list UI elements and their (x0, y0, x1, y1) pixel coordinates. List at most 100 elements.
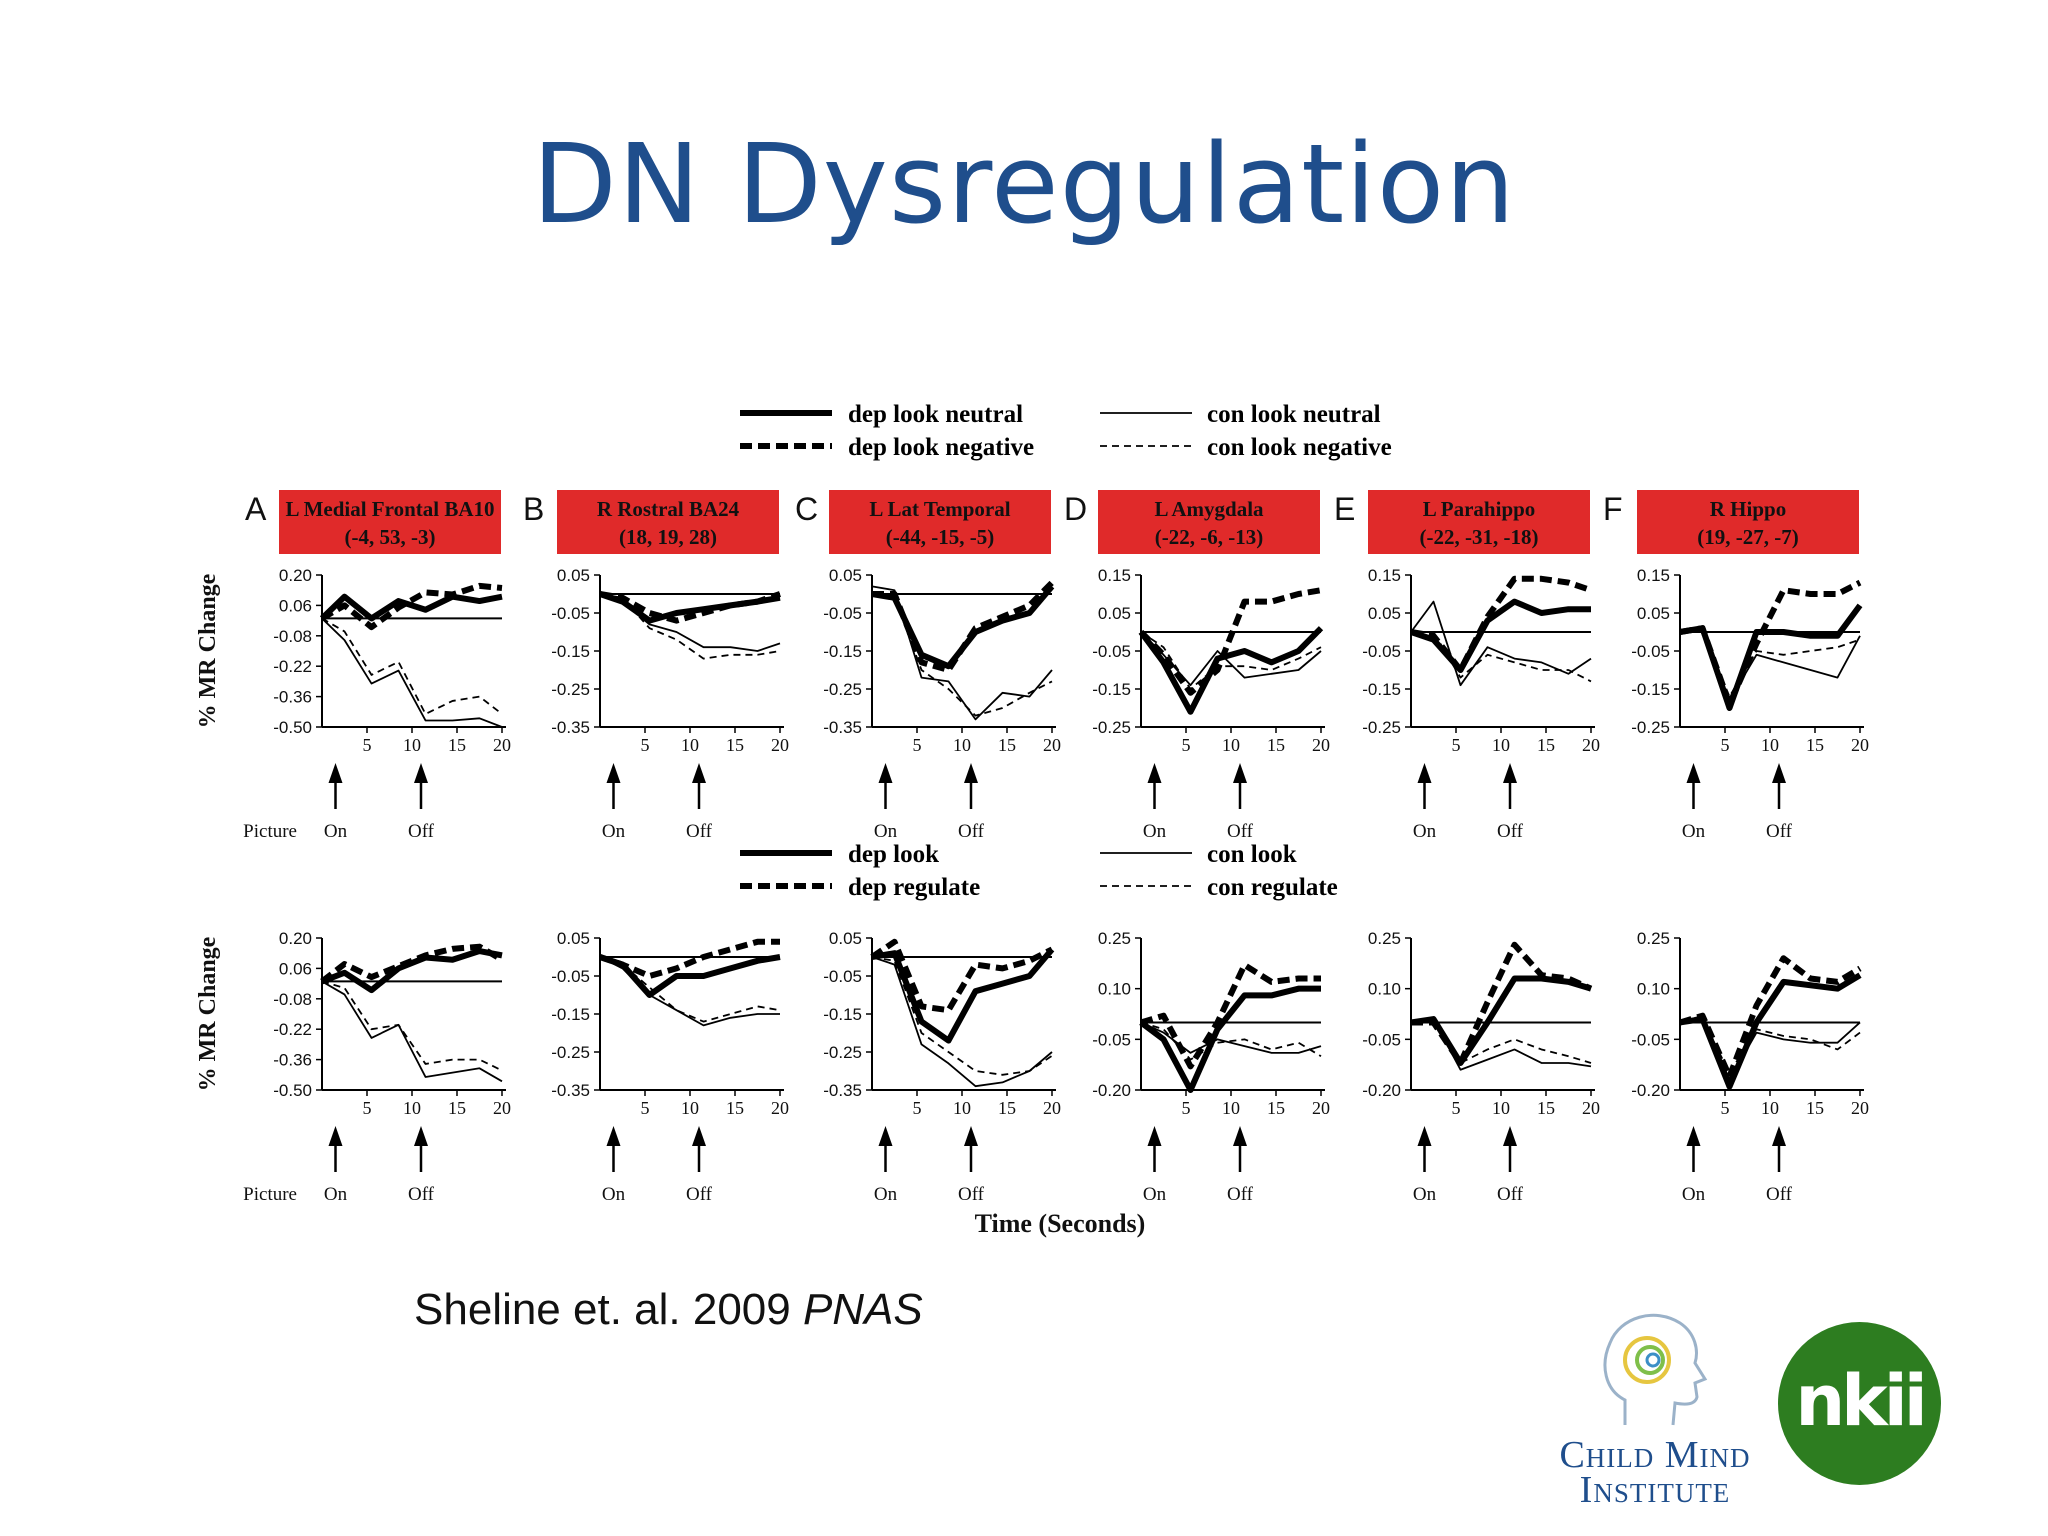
series-line-thin-solid (599, 956, 780, 1027)
on-label: On (324, 821, 348, 842)
on-label: On (1413, 1184, 1437, 1205)
off-label: Off (1227, 821, 1254, 842)
series-line-thin-solid (1680, 631, 1861, 702)
x-tick-label: 5 (641, 735, 650, 755)
on-label: On (1143, 1184, 1167, 1205)
y-tick-label: -0.36 (273, 688, 312, 707)
y-tick-label: -0.35 (551, 718, 590, 737)
on-label: On (1413, 821, 1437, 842)
x-tick-label: 20 (771, 1098, 789, 1118)
y-tick-label: -0.20 (1362, 1081, 1401, 1100)
series-line-thin-dashed (871, 956, 1053, 1076)
y-tick-label: 0.15 (1098, 566, 1131, 585)
x-tick-label: 15 (1806, 735, 1824, 755)
x-tick-label: 20 (1582, 1098, 1600, 1118)
x-tick-label: 5 (1182, 735, 1191, 755)
on-arrow-head (328, 763, 343, 783)
off-label: Off (408, 821, 435, 842)
x-tick-label: 20 (1582, 735, 1600, 755)
x-tick-label: 20 (1312, 1098, 1330, 1118)
region-name: R Rostral BA24 (597, 497, 740, 521)
region-coords: (-44, -15, -5) (886, 525, 994, 549)
region-name: L Medial Frontal BA10 (285, 497, 494, 521)
region-coords: (19, -27, -7) (1697, 525, 1798, 549)
y-tick-label: -0.35 (551, 1081, 590, 1100)
x-tick-label: 15 (1267, 735, 1285, 755)
y-tick-label: -0.25 (1631, 718, 1670, 737)
x-tick-label: 5 (1721, 735, 1730, 755)
series-line-thin-solid (871, 585, 1053, 721)
off-label: Off (958, 821, 985, 842)
y-tick-label: 0.05 (1637, 604, 1670, 623)
off-label: Off (958, 1184, 985, 1205)
legend-label: con look neutral (1207, 401, 1381, 428)
y-tick-label: 0.15 (1637, 566, 1670, 585)
x-tick-label: 5 (363, 1098, 372, 1118)
on-arrow-head (606, 763, 621, 783)
on-label: On (324, 1184, 348, 1205)
on-label: On (602, 821, 626, 842)
y-tick-label: -0.05 (1362, 642, 1401, 661)
y-tick-label: -0.05 (823, 967, 862, 986)
region-coords: (18, 19, 28) (619, 525, 717, 549)
citation: Sheline et. al. 2009 PNAS (414, 1285, 923, 1335)
series-line-thick-dashed (320, 943, 504, 984)
y-tick-label: -0.25 (1362, 718, 1401, 737)
picture-label: Picture (243, 821, 297, 842)
series-line-thick-dashed (872, 580, 1055, 673)
off-label: Off (1497, 1184, 1524, 1205)
off-label: Off (408, 1184, 435, 1205)
on-arrow-head (1147, 1126, 1162, 1146)
x-tick-label: 10 (1761, 735, 1779, 755)
series-line-thick-dashed (870, 938, 1054, 1014)
off-label: Off (1497, 821, 1524, 842)
y-tick-label: -0.05 (1631, 1030, 1670, 1049)
legend-label: con regulate (1207, 874, 1338, 901)
x-tick-label: 20 (1851, 735, 1869, 755)
y-tick-label: 0.05 (829, 929, 862, 948)
series-line-thin-solid (1410, 600, 1592, 687)
x-tick-label: 5 (1182, 1098, 1191, 1118)
y-tick-label: -0.15 (823, 642, 862, 661)
series-line-thick-solid (1138, 626, 1324, 715)
y-axis-title: % MR Change (195, 936, 221, 1091)
region-label-box (1368, 490, 1590, 554)
region-name: L Parahippo (1423, 497, 1536, 521)
panel-letter: F (1603, 491, 1623, 527)
panel-letter: C (795, 491, 818, 527)
x-tick-label: 15 (448, 735, 466, 755)
y-tick-label: -0.05 (551, 967, 590, 986)
on-arrow-head (1147, 763, 1162, 783)
legend-label: con look negative (1207, 434, 1392, 461)
region-label-box (279, 490, 501, 554)
y-tick-label: 0.06 (279, 959, 312, 978)
y-tick-label: -0.22 (273, 657, 312, 676)
y-tick-label: 0.05 (829, 566, 862, 585)
y-tick-label: -0.25 (551, 1043, 590, 1062)
x-tick-label: 15 (448, 1098, 466, 1118)
on-arrow-head (1686, 763, 1701, 783)
x-tick-label: 5 (913, 735, 922, 755)
off-label: Off (1766, 821, 1793, 842)
series-line-thin-dashed (321, 980, 503, 1072)
x-tick-label: 20 (493, 735, 511, 755)
y-tick-label: -0.25 (823, 680, 862, 699)
legend-label: dep look negative (848, 434, 1034, 461)
x-axis-title: Time (Seconds) (975, 1209, 1146, 1238)
x-tick-label: 5 (1452, 1098, 1461, 1118)
x-tick-label: 20 (1043, 1098, 1061, 1118)
series-line-thin-dashed (1411, 1021, 1592, 1064)
x-tick-label: 10 (403, 1098, 421, 1118)
x-tick-label: 10 (681, 1098, 699, 1118)
region-coords: (-22, -6, -13) (1155, 525, 1263, 549)
series-line-thin-solid (321, 980, 503, 1083)
x-tick-label: 15 (998, 1098, 1016, 1118)
on-label: On (874, 1184, 898, 1205)
y-tick-label: -0.15 (1362, 680, 1401, 699)
x-tick-label: 10 (1222, 735, 1240, 755)
y-tick-label: -0.05 (1631, 642, 1670, 661)
y-tick-label: -0.05 (1092, 642, 1131, 661)
series-line-thick-solid (871, 947, 1055, 1044)
series-line-thick-dashed (1138, 587, 1322, 696)
legend-label: dep look (848, 841, 939, 868)
